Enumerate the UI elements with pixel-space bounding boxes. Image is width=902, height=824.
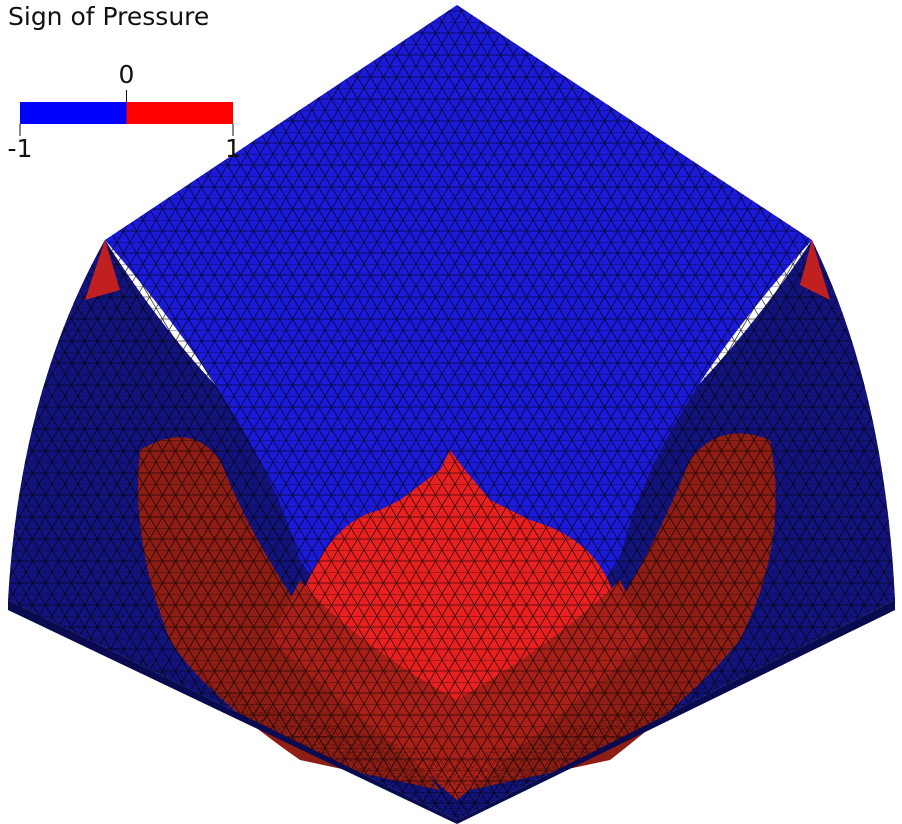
visualization: Sign of Pressure -1 0 1	[0, 0, 902, 824]
legend-title: Sign of Pressure	[8, 2, 209, 31]
tick-label: 0	[119, 60, 135, 89]
color-swatch	[127, 102, 234, 124]
color-legend: Sign of Pressure -1 0 1	[8, 2, 241, 163]
color-swatch	[20, 102, 127, 124]
tick-label: -1	[8, 134, 33, 163]
tick-label: 1	[225, 134, 241, 163]
page: {"legend": {"title": "Sign of Pressure",…	[0, 0, 902, 824]
mesh-lines	[8, 5, 895, 820]
mesh-body	[8, 5, 895, 824]
